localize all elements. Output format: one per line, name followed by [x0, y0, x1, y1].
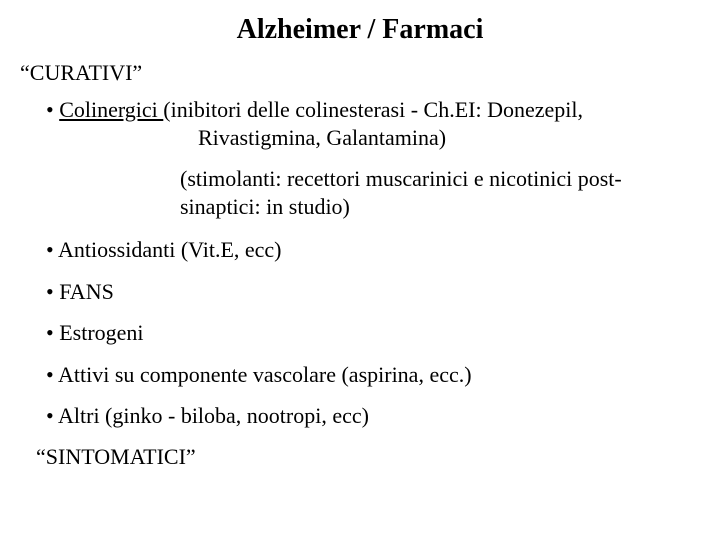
bullet-list: Colinergici (inibitori delle colinestera… [46, 96, 700, 151]
paren-stimolanti: (stimolanti: recettori muscarinici e nic… [180, 165, 700, 220]
bullet-estrogeni: Estrogeni [46, 319, 700, 347]
bullet-colinergici-rest: (inibitori delle colinesterasi - Ch.EI: … [163, 97, 583, 122]
section-curativi: “CURATIVI” [20, 60, 700, 86]
bullet-antiossidanti: Antiossidanti (Vit.E, ecc) [46, 236, 700, 264]
bullet-altri: Altri (ginko - biloba, nootropi, ecc) [46, 402, 700, 430]
section-sintomatici: “SINTOMATICI” [36, 444, 700, 470]
slide: Alzheimer / Farmaci “CURATIVI” Colinergi… [0, 0, 720, 540]
bullet-colinergici-label: Colinergici [59, 97, 163, 122]
bullet-list-2: Antiossidanti (Vit.E, ecc) FANS Estrogen… [46, 236, 700, 430]
bullet-fans: FANS [46, 278, 700, 306]
slide-title: Alzheimer / Farmaci [20, 14, 700, 46]
bullet-colinergici: Colinergici (inibitori delle colinestera… [46, 96, 700, 151]
bullet-colinergici-line2: Rivastigmina, Galantamina) [62, 124, 700, 152]
bullet-vascolare: Attivi su componente vascolare (aspirina… [46, 361, 700, 389]
